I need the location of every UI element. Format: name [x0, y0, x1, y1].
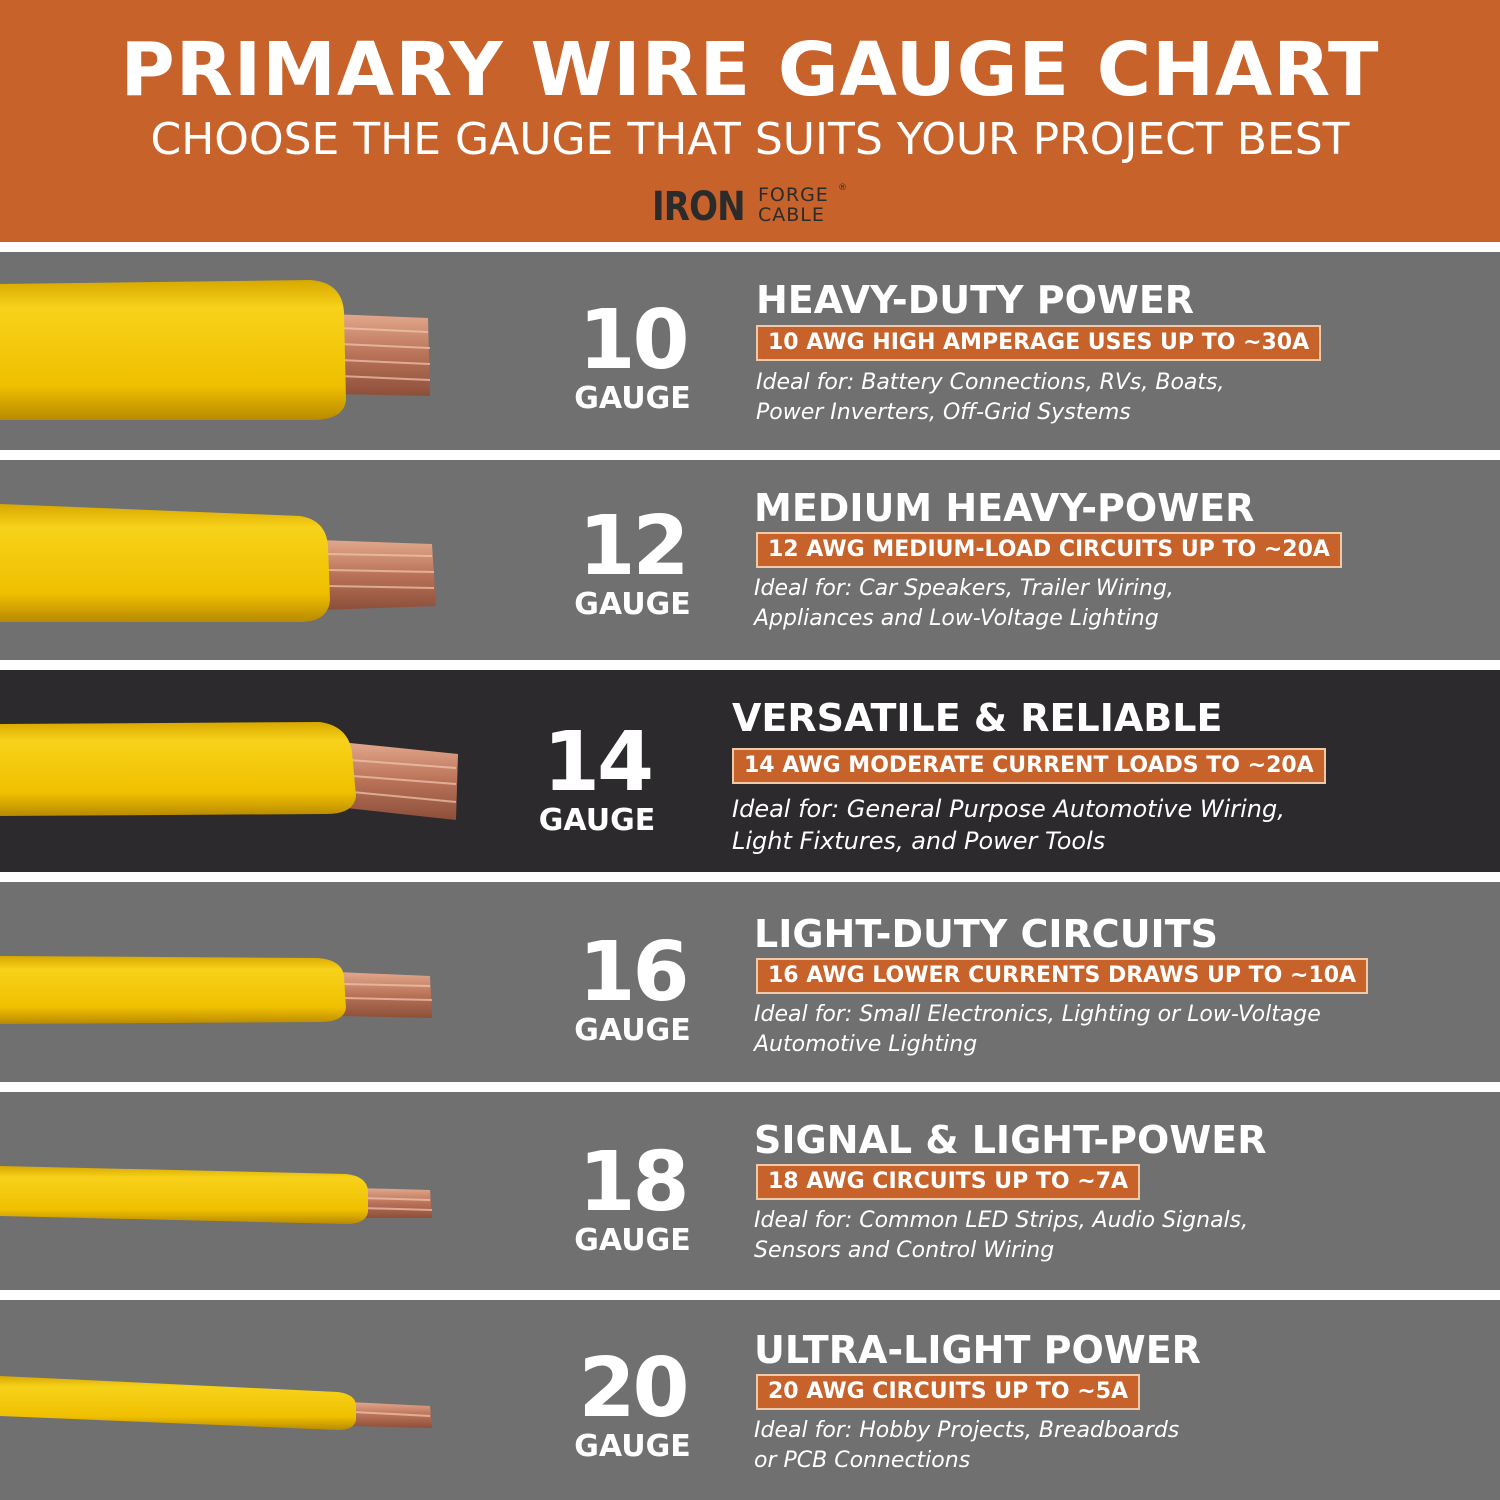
- amperage-badge: 12 AWG MEDIUM-LOAD CIRCUITS UP TO ~20A: [756, 532, 1342, 568]
- description-line-2: Light Fixtures, and Power Tools: [732, 827, 1106, 855]
- wire-14-image: [0, 722, 458, 820]
- row-heading: ULTRA-LIGHT POWER: [754, 1328, 1201, 1372]
- gauge-label-12: 12 GAUGE: [560, 506, 705, 622]
- gauge-unit: GAUGE: [574, 1013, 691, 1048]
- description-line-1: Ideal for: Small Electronics, Lighting o…: [754, 1002, 1321, 1027]
- row-heading: LIGHT-DUTY CIRCUITS: [754, 912, 1218, 956]
- gauge-row-14: 14 GAUGE VERSATILE & RELIABLE 14 AWG MOD…: [0, 670, 1500, 872]
- description-line-1: Ideal for: Car Speakers, Trailer Wiring,: [754, 576, 1174, 601]
- gauge-number: 16: [578, 925, 689, 1020]
- description-line-1: Ideal for: Battery Connections, RVs, Boa…: [756, 370, 1225, 395]
- wire-12-image: [0, 504, 436, 622]
- gauge-unit: GAUGE: [574, 1429, 691, 1464]
- header-banner: PRIMARY WIRE GAUGE CHART CHOOSE THE GAUG…: [0, 0, 1500, 242]
- gauge-row-10: 10 GAUGE HEAVY-DUTY POWER 10 AWG HIGH AM…: [0, 252, 1500, 450]
- row-heading: VERSATILE & RELIABLE: [732, 696, 1223, 740]
- gauge-unit: GAUGE: [574, 587, 691, 622]
- gauge-number: 14: [542, 715, 654, 810]
- gauge-row-18: 18 GAUGE SIGNAL & LIGHT-POWER 18 AWG CIR…: [0, 1092, 1500, 1290]
- gauge-unit: GAUGE: [538, 803, 656, 838]
- gauge-row-20: 20 GAUGE ULTRA-LIGHT POWER 20 AWG CIRCUI…: [0, 1300, 1500, 1500]
- logo-forge-text: FORGE: [758, 184, 829, 206]
- description-line-2: Power Inverters, Off-Grid Systems: [756, 400, 1131, 425]
- gauge-row-12: 12 GAUGE MEDIUM HEAVY-POWER 12 AWG MEDIU…: [0, 460, 1500, 660]
- registered-mark: ®: [838, 183, 847, 193]
- gauge-label-16: 16 GAUGE: [560, 932, 705, 1048]
- page-title: PRIMARY WIRE GAUGE CHART: [120, 27, 1380, 113]
- logo-cable-text: CABLE: [758, 204, 825, 226]
- gauge-number: 10: [578, 293, 689, 388]
- amperage-badge: 14 AWG MODERATE CURRENT LOADS TO ~20A: [732, 748, 1326, 784]
- amperage-badge: 20 AWG CIRCUITS UP TO ~5A: [756, 1374, 1141, 1410]
- description-line-2: or PCB Connections: [754, 1448, 971, 1473]
- gauge-unit: GAUGE: [574, 381, 691, 416]
- gauge-label-14: 14 GAUGE: [522, 722, 672, 838]
- logo-iron-text: IRON: [652, 184, 746, 230]
- page-subtitle: CHOOSE THE GAUGE THAT SUITS YOUR PROJECT…: [150, 114, 1350, 165]
- description-line-1: Ideal for: Common LED Strips, Audio Sign…: [754, 1208, 1249, 1233]
- gauge-label-10: 10 GAUGE: [560, 300, 705, 416]
- gauge-number: 20: [578, 1341, 689, 1436]
- amperage-badge: 18 AWG CIRCUITS UP TO ~7A: [756, 1164, 1141, 1200]
- gauge-label-18: 18 GAUGE: [560, 1142, 705, 1258]
- gauge-unit: GAUGE: [574, 1223, 691, 1258]
- wire-20-image: [0, 1376, 432, 1430]
- description-line-2: Sensors and Control Wiring: [754, 1238, 1055, 1263]
- gauge-row-16: 16 GAUGE LIGHT-DUTY CIRCUITS 16 AWG LOWE…: [0, 882, 1500, 1082]
- wire-18-image: [0, 1166, 433, 1224]
- description-line-1: Ideal for: Hobby Projects, Breadboards: [754, 1418, 1180, 1443]
- row-heading: HEAVY-DUTY POWER: [756, 278, 1195, 322]
- row-heading: SIGNAL & LIGHT-POWER: [754, 1118, 1267, 1162]
- amperage-badge: 10 AWG HIGH AMPERAGE USES UP TO ~30A: [756, 325, 1322, 361]
- row-heading: MEDIUM HEAVY-POWER: [754, 486, 1255, 530]
- description-line-2: Automotive Lighting: [754, 1032, 978, 1057]
- gauge-number: 12: [578, 499, 689, 594]
- description-line-1: Ideal for: General Purpose Automotive Wi…: [732, 795, 1285, 823]
- wire-10-image: [0, 280, 431, 420]
- amperage-badge: 16 AWG LOWER CURRENTS DRAWS UP TO ~10A: [756, 958, 1369, 994]
- wire-16-image: [0, 956, 433, 1024]
- gauge-label-20: 20 GAUGE: [555, 1348, 710, 1464]
- gauge-number: 18: [578, 1135, 689, 1230]
- description-line-2: Appliances and Low-Voltage Lighting: [754, 606, 1159, 631]
